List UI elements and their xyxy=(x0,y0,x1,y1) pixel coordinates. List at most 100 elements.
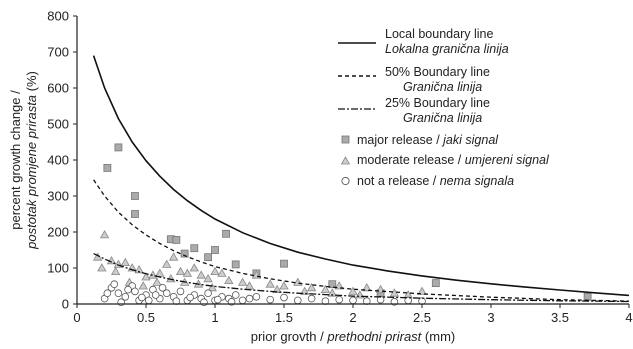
point-not-release xyxy=(162,289,171,298)
point-moderate-release xyxy=(217,268,227,277)
point-moderate-release xyxy=(168,252,179,261)
point-moderate-release xyxy=(182,268,193,277)
point-moderate-release xyxy=(138,281,148,290)
point-major-release xyxy=(431,279,440,288)
point-major-release xyxy=(180,249,189,258)
point-not-release xyxy=(238,296,247,305)
point-major-release xyxy=(222,229,230,238)
point-moderate-release xyxy=(293,277,303,286)
point-not-release xyxy=(293,296,302,305)
legend-label-major: major release / jaki signal xyxy=(357,133,499,147)
point-moderate-release xyxy=(175,266,186,276)
point-moderate-release xyxy=(99,230,110,239)
point-major-release xyxy=(328,280,337,289)
y-tick-label: 400 xyxy=(47,153,69,168)
y-tick-label: 200 xyxy=(47,225,69,240)
x-tick-label: 3 xyxy=(487,310,494,325)
point-moderate-release xyxy=(155,268,165,277)
point-moderate-release xyxy=(348,286,358,295)
point-not-release xyxy=(307,294,316,303)
point-moderate-release xyxy=(152,277,162,286)
point-major-release xyxy=(131,192,139,200)
point-major-release xyxy=(114,143,123,152)
point-not-release xyxy=(124,285,132,294)
point-moderate-release xyxy=(244,281,255,290)
point-major-release xyxy=(103,164,112,172)
point-not-release xyxy=(114,289,123,298)
legend-marker-triangle xyxy=(340,156,351,165)
x-axis-title: prior grovth / prethodni prirast (mm) xyxy=(251,329,455,344)
point-moderate-release xyxy=(134,264,144,274)
point-moderate-release xyxy=(141,272,151,281)
point-moderate-release xyxy=(224,275,234,285)
point-moderate-release xyxy=(210,266,220,276)
y-tick-label: 0 xyxy=(62,297,69,312)
y-axis-title-line1: percent growth change / xyxy=(8,90,23,230)
legend-label-25-line-italic: Granična linija xyxy=(403,111,482,125)
point-moderate-release xyxy=(106,255,117,265)
legend: Local boundary line Lokalna granična lin… xyxy=(338,27,550,188)
point-moderate-release xyxy=(279,281,289,290)
x-tick-label: 1 xyxy=(211,310,218,325)
point-not-release xyxy=(110,280,119,289)
point-not-release xyxy=(376,295,385,304)
boundary-line-25 xyxy=(93,253,630,303)
point-moderate-release xyxy=(300,286,310,295)
point-moderate-release xyxy=(327,288,337,297)
x-tick-label: 0 xyxy=(73,310,80,325)
x-tick-label: 3.5 xyxy=(551,310,569,325)
point-not-release xyxy=(266,295,275,304)
point-major-release xyxy=(204,253,213,262)
point-major-release xyxy=(583,292,592,301)
point-moderate-release xyxy=(110,266,121,276)
point-not-release xyxy=(252,292,261,301)
y-tick-label: 800 xyxy=(47,9,69,24)
legend-label-local-line-italic: Lokalna granična linija xyxy=(385,42,509,56)
point-not-release xyxy=(231,291,240,299)
point-not-release xyxy=(138,293,146,302)
point-not-release xyxy=(204,289,212,298)
axis-titles: prior grovth / prethodni prirast (mm) pe… xyxy=(8,71,455,344)
point-moderate-release xyxy=(189,263,199,272)
point-moderate-release xyxy=(196,270,206,279)
y-tick-label: 700 xyxy=(47,45,69,60)
point-moderate-release xyxy=(362,282,372,292)
point-moderate-release xyxy=(320,284,331,294)
x-tick-label: 2 xyxy=(349,310,356,325)
point-major-release xyxy=(172,236,181,244)
y-tick-label: 300 xyxy=(47,189,69,204)
point-moderate-release xyxy=(148,270,158,279)
point-moderate-release xyxy=(265,279,275,288)
point-major-release xyxy=(231,260,240,269)
x-tick-label: 2.5 xyxy=(413,310,431,325)
point-moderate-release xyxy=(272,284,282,294)
point-moderate-release xyxy=(203,273,213,283)
y-tick-label: 100 xyxy=(47,261,69,276)
point-moderate-release xyxy=(162,259,172,268)
point-moderate-release xyxy=(120,257,130,267)
legend-label-50-line-italic: Granična linija xyxy=(403,80,482,94)
legend-label-25-line: 25% Boundary line xyxy=(385,96,490,110)
point-moderate-release xyxy=(237,277,248,286)
point-moderate-release xyxy=(207,282,217,292)
point-not-release xyxy=(144,296,153,305)
point-moderate-release xyxy=(97,263,107,272)
legend-label-local-line: Local boundary line xyxy=(385,27,493,41)
legend-label-moderate: moderate release / umjereni signal xyxy=(357,153,550,167)
y-tick-label: 600 xyxy=(47,81,69,96)
x-tick-label: 0.5 xyxy=(137,310,155,325)
x-tick-label: 4 xyxy=(625,310,632,325)
point-not-release xyxy=(213,295,222,304)
point-major-release xyxy=(211,246,219,254)
point-moderate-release xyxy=(306,282,317,292)
x-tick-label: 1.5 xyxy=(275,310,293,325)
point-moderate-release xyxy=(417,286,427,295)
legend-label-not-release: not a release / nema signala xyxy=(357,174,514,188)
point-not-release xyxy=(158,283,167,292)
local-boundary-line xyxy=(92,55,630,297)
legend-label-50-line: 50% Boundary line xyxy=(385,65,490,79)
boundary-line-50 xyxy=(93,179,630,302)
point-not-release xyxy=(121,292,130,301)
point-major-release xyxy=(190,244,199,253)
